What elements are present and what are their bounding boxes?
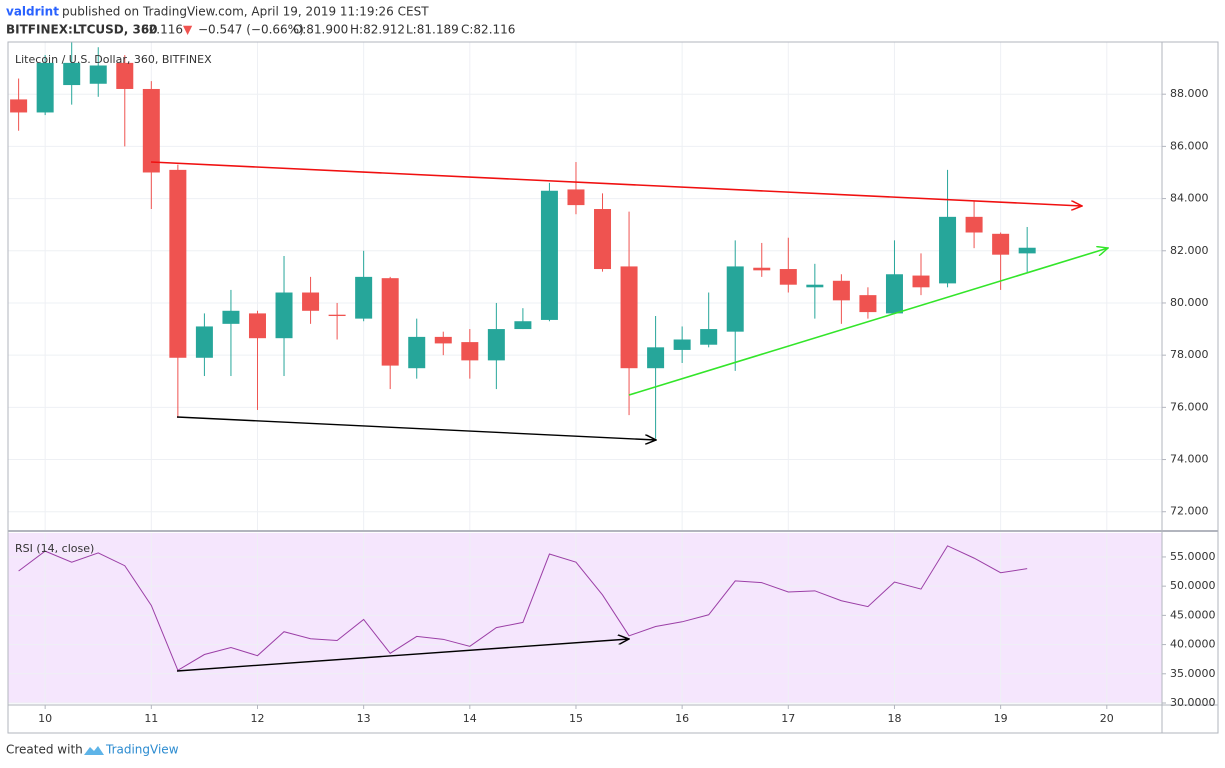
candle-body bbox=[859, 295, 877, 313]
candle-body bbox=[567, 189, 585, 206]
candle-body bbox=[912, 275, 930, 288]
y-tick-label: 35.0000 bbox=[1170, 667, 1216, 680]
change-arrow: ▼ bbox=[183, 23, 193, 37]
candle-body bbox=[355, 276, 373, 319]
y-tick-label: 82.000 bbox=[1170, 244, 1209, 257]
symbol: BITFINEX:LTCUSD, 360 bbox=[6, 23, 158, 37]
candle-body bbox=[434, 336, 452, 344]
x-tick-label: 15 bbox=[569, 712, 583, 725]
rsi-pane bbox=[8, 533, 1162, 703]
candle-body bbox=[673, 339, 691, 350]
y-tick-label: 50.0000 bbox=[1170, 579, 1216, 592]
candle-body bbox=[116, 62, 134, 89]
y-tick-label: 40.0000 bbox=[1170, 638, 1216, 651]
x-tick-label: 19 bbox=[994, 712, 1008, 725]
x-tick-label: 20 bbox=[1100, 712, 1114, 725]
ohlc-open: O:81.900 bbox=[293, 23, 348, 37]
candle-body bbox=[514, 321, 532, 330]
y-tick-label: 30.0000 bbox=[1170, 696, 1216, 709]
candle-body bbox=[885, 274, 903, 314]
candle-body bbox=[195, 326, 213, 358]
candle-body bbox=[461, 342, 479, 361]
x-tick-label: 10 bbox=[38, 712, 52, 725]
candle-body bbox=[779, 269, 797, 285]
candle-body bbox=[540, 190, 558, 320]
candle-body bbox=[594, 209, 612, 270]
candle-body bbox=[965, 216, 983, 233]
rsi-low-line bbox=[176, 639, 629, 672]
y-tick-label: 88.000 bbox=[1170, 87, 1209, 100]
footer-created: Created with bbox=[6, 743, 83, 757]
x-tick-label: 18 bbox=[887, 712, 901, 725]
x-tick-label: 14 bbox=[463, 712, 477, 725]
x-tick-label: 13 bbox=[357, 712, 371, 725]
ohlc-low: L:81.189 bbox=[406, 23, 459, 37]
candle-body bbox=[647, 347, 665, 369]
logo bbox=[84, 746, 104, 755]
candle-body bbox=[63, 62, 81, 86]
footer-brand[interactable]: TradingView bbox=[105, 743, 179, 757]
candle-body bbox=[620, 266, 638, 369]
candle-body bbox=[222, 310, 240, 324]
candle-body bbox=[1018, 247, 1036, 254]
y-tick-label: 55.0000 bbox=[1170, 550, 1216, 563]
y-tick-label: 78.000 bbox=[1170, 348, 1209, 361]
price-low-line bbox=[176, 416, 656, 440]
candle-body bbox=[726, 266, 744, 332]
y-tick-label: 80.000 bbox=[1170, 296, 1209, 309]
candle-body bbox=[753, 267, 771, 271]
y-tick-label: 72.000 bbox=[1170, 505, 1209, 518]
candle-body bbox=[939, 216, 957, 284]
candle-body bbox=[992, 233, 1010, 255]
chart-title: Litecoin / U.S. Dollar, 360, BITFINEX bbox=[15, 53, 212, 66]
rsi-title: RSI (14, close) bbox=[15, 542, 94, 555]
candle-body bbox=[10, 99, 28, 113]
x-tick-label: 16 bbox=[675, 712, 689, 725]
candle-body bbox=[328, 314, 346, 317]
candle-body bbox=[832, 280, 850, 301]
candle-body bbox=[700, 329, 718, 345]
frame bbox=[7, 41, 1219, 734]
y-tick-label: 45.0000 bbox=[1170, 608, 1216, 621]
x-tick-label: 11 bbox=[144, 712, 158, 725]
y-tick-label: 84.000 bbox=[1170, 192, 1209, 205]
candle-body bbox=[302, 292, 320, 311]
plot bbox=[8, 42, 1162, 704]
support-line bbox=[628, 248, 1108, 396]
candle-body bbox=[248, 313, 266, 339]
candle-body bbox=[169, 169, 187, 358]
candle-body bbox=[36, 62, 54, 113]
candle-body bbox=[275, 292, 293, 339]
y-tick-label: 76.000 bbox=[1170, 400, 1209, 413]
last-price: 82.116 bbox=[141, 23, 183, 37]
y-tick-label: 74.000 bbox=[1170, 453, 1209, 466]
candle-body bbox=[408, 336, 426, 369]
x-tick-label: 12 bbox=[250, 712, 264, 725]
ohlc-high: H:82.912 bbox=[350, 23, 405, 37]
candle-body bbox=[89, 65, 107, 84]
candle-body bbox=[381, 278, 399, 366]
published: published on TradingView.com, April 19, … bbox=[62, 5, 429, 19]
ohlc-close: C:82.116 bbox=[461, 23, 515, 37]
change: −0.547 (−0.66%) bbox=[198, 23, 304, 37]
x-tick-label: 17 bbox=[781, 712, 795, 725]
resistance-line bbox=[150, 161, 1082, 206]
rsi-line bbox=[18, 545, 1028, 672]
candle-body bbox=[487, 329, 505, 361]
candle-body bbox=[142, 88, 160, 173]
author[interactable]: valdrint bbox=[6, 5, 59, 19]
y-tick-label: 86.000 bbox=[1170, 139, 1209, 152]
candle-body bbox=[806, 284, 824, 288]
